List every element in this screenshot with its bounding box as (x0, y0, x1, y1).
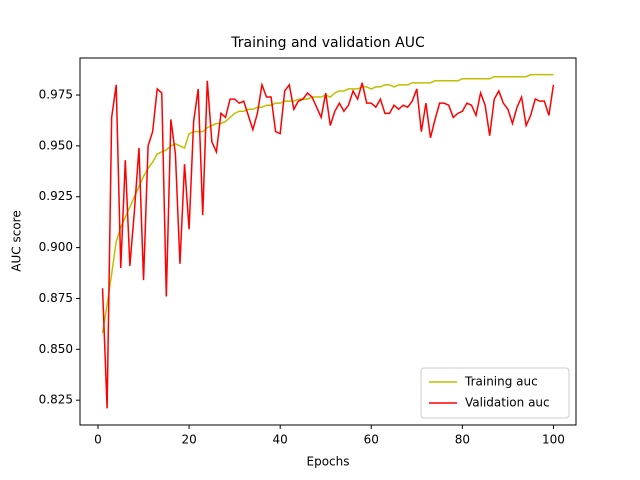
plot-frame (79, 57, 577, 426)
x-tick-label: 60 (364, 433, 379, 447)
chart-title: Training and validation AUC (230, 35, 425, 51)
x-axis-label: Epochs (307, 455, 350, 469)
y-tick-label: 0.950 (39, 138, 73, 152)
x-tick-label: 40 (273, 433, 288, 447)
data-line (101, 80, 555, 409)
y-tick-label: 0.975 (39, 88, 73, 102)
x-tick-label: 80 (455, 433, 470, 447)
legend-label: Training auc (464, 375, 538, 389)
x-tick-label: 20 (181, 433, 196, 447)
y-tick-label: 0.900 (39, 240, 73, 254)
x-tick-label: 100 (542, 433, 565, 447)
y-tick-label: 0.875 (39, 291, 73, 305)
y-axis-label: AUC score (10, 210, 24, 271)
legend-label: Validation auc (465, 396, 550, 410)
data-line (101, 73, 554, 334)
y-tick-label: 0.925 (39, 189, 73, 203)
x-tick-label: 0 (94, 433, 102, 447)
legend-box (420, 367, 570, 419)
y-tick-label: 0.825 (39, 393, 73, 407)
y-tick-label: 0.850 (39, 342, 73, 356)
